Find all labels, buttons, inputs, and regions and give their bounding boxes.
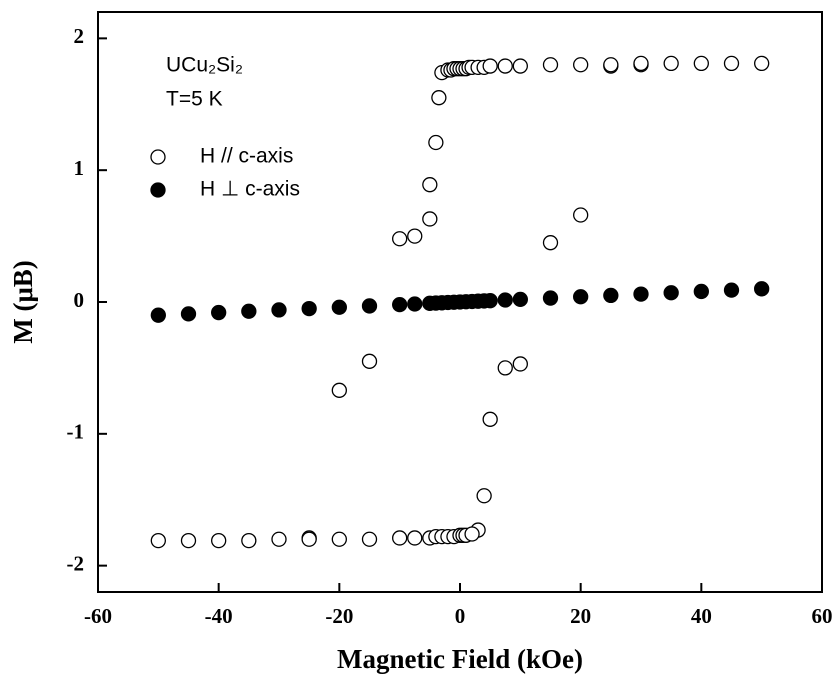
point [464,526,480,542]
point [211,304,227,321]
point [542,290,559,306]
point [482,293,498,309]
point [603,287,619,304]
y-tick-label: 1 [74,156,85,180]
point [241,532,257,549]
x-tick-label: -40 [205,604,233,628]
x-tick-label: 0 [455,604,466,628]
point [663,55,679,72]
point [512,356,528,372]
point [542,57,559,73]
point [301,531,317,547]
point [271,302,287,318]
point [723,55,740,72]
point [512,58,528,74]
point [392,231,408,247]
x-tick-label: -20 [325,604,353,628]
point [150,307,166,323]
point [497,360,513,376]
point [723,282,740,298]
point [633,286,649,302]
y-tick-label: 0 [74,288,85,312]
point [422,211,438,227]
legend-marker [150,182,166,198]
point [754,55,770,72]
point [407,530,423,546]
point [361,531,378,547]
point [573,289,589,305]
point [603,57,619,73]
point [542,235,559,251]
point [693,283,709,300]
x-tick-label: 40 [691,604,712,628]
point [476,488,492,504]
point [407,228,423,244]
point [633,55,649,72]
y-tick-label: 2 [74,24,85,48]
point [180,306,197,322]
annotation: UCu₂Si₂ [166,54,243,77]
point [482,411,498,427]
y-tick-label: -1 [67,420,85,444]
point [428,134,444,151]
point [693,55,709,72]
point [241,303,257,319]
annotation: T=5 K [166,88,223,111]
point [361,353,378,369]
x-tick-label: 20 [570,604,591,628]
point [180,532,197,549]
x-tick-label: 60 [812,604,833,628]
point [512,291,528,308]
point [497,58,513,74]
y-tick-label: -2 [67,551,85,575]
x-axis-label: Magnetic Field (kOe) [337,644,583,674]
point [211,532,227,549]
point [271,531,287,547]
point [301,300,317,317]
point [663,285,679,301]
point [407,296,423,312]
point [754,281,770,297]
point [573,207,589,223]
point [331,299,347,315]
point [482,58,498,74]
point [431,90,447,106]
legend-label: H ⊥ c-axis [200,178,300,201]
point [392,296,408,313]
y-axis-label: M (μB) [8,260,38,344]
point [497,292,513,308]
point [392,530,408,546]
point [573,57,589,73]
point [331,382,347,398]
point [331,531,347,547]
point [150,532,166,549]
legend-marker [150,149,166,165]
point [422,177,438,193]
x-tick-label: -60 [84,604,112,628]
point [361,298,378,314]
legend-label: H // c-axis [200,145,293,168]
